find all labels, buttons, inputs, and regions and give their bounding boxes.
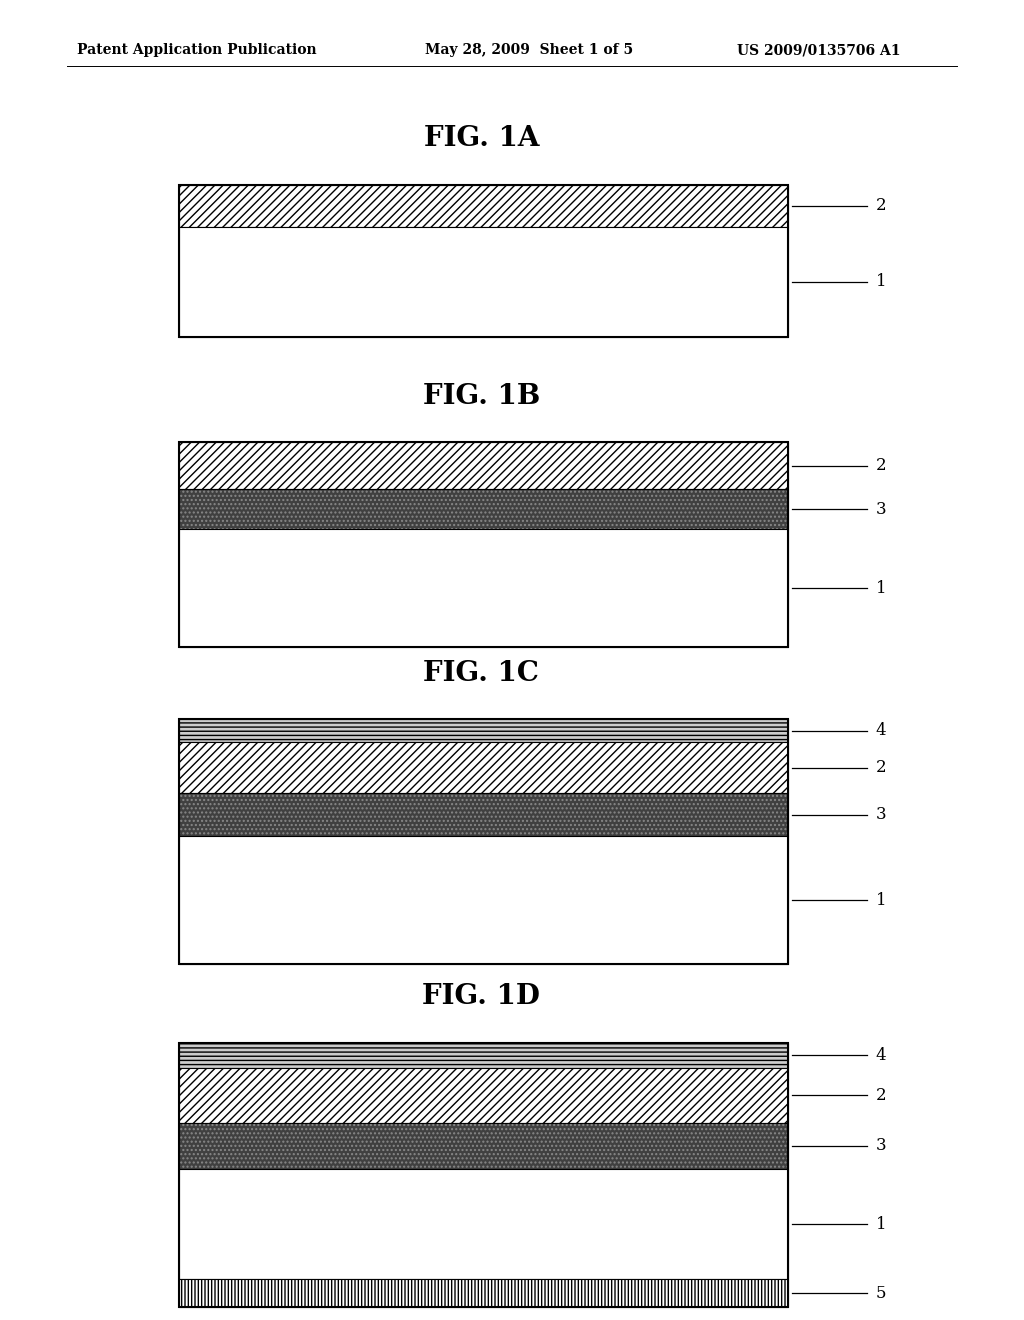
Text: 2: 2 [876, 198, 886, 214]
Bar [179, 793, 788, 837]
Bar [179, 490, 788, 529]
Text: 3: 3 [876, 1138, 886, 1155]
Text: 1: 1 [876, 579, 886, 597]
Bar [179, 442, 788, 490]
Bar [179, 1122, 788, 1170]
Bar [179, 793, 788, 837]
Text: US 2009/0135706 A1: US 2009/0135706 A1 [737, 44, 901, 57]
Text: 5: 5 [876, 1284, 886, 1302]
Text: Patent Application Publication: Patent Application Publication [77, 44, 316, 57]
Text: 4: 4 [876, 1047, 886, 1064]
Text: 2: 2 [876, 1086, 886, 1104]
Bar [179, 1043, 788, 1307]
Text: 2: 2 [876, 759, 886, 776]
Bar [179, 185, 788, 337]
Bar [179, 1043, 788, 1068]
Bar [179, 442, 788, 647]
Bar [179, 1122, 788, 1170]
Bar [179, 742, 788, 793]
Bar [179, 185, 788, 227]
Bar [179, 490, 788, 529]
Text: 2: 2 [876, 457, 886, 474]
Bar [179, 837, 788, 964]
Bar [179, 719, 788, 742]
Text: 4: 4 [876, 722, 886, 739]
Bar [179, 1170, 788, 1279]
Text: 3: 3 [876, 500, 886, 517]
Text: 1: 1 [876, 891, 886, 908]
Bar [179, 719, 788, 964]
Bar [179, 1279, 788, 1307]
Bar [179, 529, 788, 647]
Text: 1: 1 [876, 1216, 886, 1233]
Text: 3: 3 [876, 807, 886, 824]
Text: 1: 1 [876, 273, 886, 290]
Text: FIG. 1A: FIG. 1A [424, 125, 539, 152]
Text: May 28, 2009  Sheet 1 of 5: May 28, 2009 Sheet 1 of 5 [425, 44, 633, 57]
Text: FIG. 1D: FIG. 1D [422, 983, 541, 1010]
Text: FIG. 1B: FIG. 1B [423, 383, 540, 409]
Bar [179, 227, 788, 337]
Bar [179, 1068, 788, 1122]
Text: FIG. 1C: FIG. 1C [423, 660, 540, 686]
